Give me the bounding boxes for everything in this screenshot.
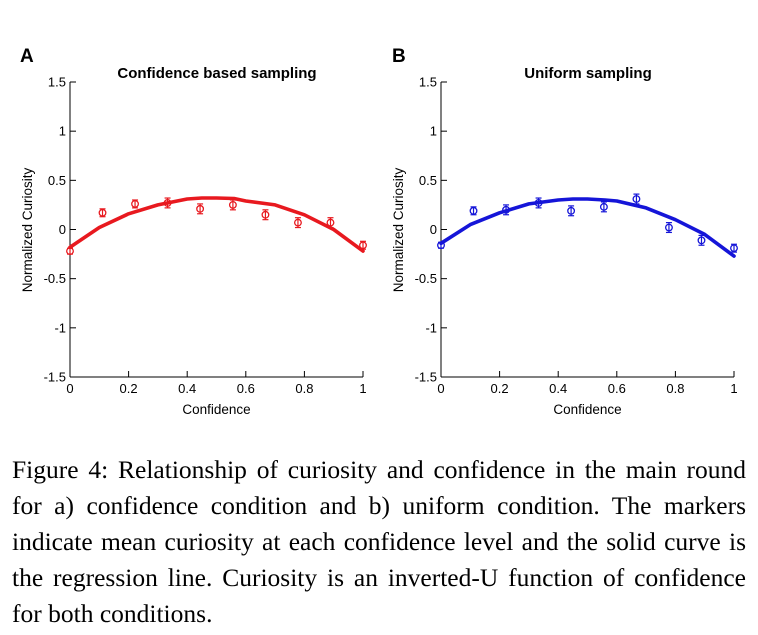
y-tick-label: 1.5 — [419, 75, 437, 90]
y-tick-label: -1 — [425, 320, 437, 335]
y-tick-label: 1 — [59, 124, 66, 139]
panel-label: B — [392, 46, 406, 67]
y-tick-label: 0.5 — [48, 173, 66, 188]
x-tick-label: 0.4 — [178, 381, 196, 396]
marker — [567, 206, 576, 215]
y-tick-label: 0 — [430, 222, 437, 237]
x-tick-label: 0.8 — [295, 381, 313, 396]
marker — [66, 247, 74, 256]
marker — [326, 218, 335, 227]
data-point — [469, 206, 478, 216]
marker — [632, 195, 641, 203]
x-tick-label: 0 — [66, 381, 73, 396]
regression-curve — [439, 197, 736, 258]
data-point — [599, 201, 608, 213]
marker — [665, 223, 673, 232]
y-tick-label: -0.5 — [415, 271, 437, 286]
data-point — [98, 208, 107, 218]
data-point — [66, 247, 74, 256]
marker — [502, 205, 510, 214]
x-tick-label: 0.8 — [666, 381, 684, 396]
data-point — [437, 241, 445, 250]
y-tick-label: -1.5 — [415, 370, 437, 385]
x-axis-label: Confidence — [553, 402, 621, 417]
marker — [359, 241, 367, 250]
panel-label: A — [20, 46, 34, 67]
data-point — [730, 243, 738, 253]
marker — [437, 241, 445, 250]
data-point — [163, 197, 172, 209]
data-point — [326, 217, 335, 229]
data-point — [632, 193, 641, 205]
marker — [294, 218, 302, 227]
marker — [730, 244, 738, 253]
data-point — [294, 217, 302, 229]
chart-title: Confidence based sampling — [117, 65, 316, 82]
marker — [534, 198, 543, 207]
y-tick-label: 0 — [59, 222, 66, 237]
data-point — [196, 203, 205, 215]
marker — [599, 202, 608, 211]
panel-a: A Confidence based sampling -1.5 -1 -0.5 0 0.5… — [20, 46, 367, 417]
y-axis-label: Normalized Curiosity — [391, 167, 406, 292]
figure: A Confidence based sampling -1.5 -1 -0.5 0 0.5… — [20, 46, 738, 417]
figure-caption: Figure 4: Relationship of curiosity and … — [12, 455, 746, 628]
y-axis-label: Normalized Curiosity — [20, 167, 35, 292]
data-point — [131, 199, 139, 209]
chart-title: Uniform sampling — [524, 65, 652, 82]
data-point — [502, 204, 510, 216]
x-tick-label: 0 — [437, 381, 444, 396]
x-tick-label: 0.2 — [491, 381, 509, 396]
marker — [469, 206, 478, 215]
x-tick-label: 1 — [730, 381, 737, 396]
marker — [163, 198, 172, 207]
x-tick-label: 1 — [359, 381, 366, 396]
x-tick-label: 0.6 — [608, 381, 626, 396]
data-point — [697, 234, 706, 246]
marker — [131, 199, 139, 208]
marker — [98, 208, 107, 217]
y-tick-label: 0.5 — [419, 173, 437, 188]
marker — [228, 200, 237, 209]
data-point — [228, 199, 237, 211]
regression-curve — [68, 196, 365, 253]
y-tick-label: -1 — [54, 320, 66, 335]
x-axis-label: Confidence — [182, 402, 250, 417]
data-point — [665, 222, 673, 234]
x-tick-label: 0.6 — [237, 381, 255, 396]
y-tick-label: -1.5 — [44, 370, 66, 385]
data-point — [567, 205, 576, 217]
x-tick-label: 0.2 — [120, 381, 138, 396]
y-tick-label: 1 — [430, 124, 437, 139]
panel-b: B Uniform sampling -1.5 -1 -0.5 0 0.5 1 1.5 0 0.2 0… — [391, 46, 738, 417]
marker — [261, 210, 270, 219]
y-tick-label: -0.5 — [44, 271, 66, 286]
marker — [196, 204, 205, 213]
x-tick-label: 0.4 — [549, 381, 567, 396]
data-point — [359, 240, 367, 250]
data-point — [261, 209, 270, 221]
data-point — [534, 197, 543, 209]
y-tick-label: 1.5 — [48, 75, 66, 90]
marker — [697, 236, 706, 245]
